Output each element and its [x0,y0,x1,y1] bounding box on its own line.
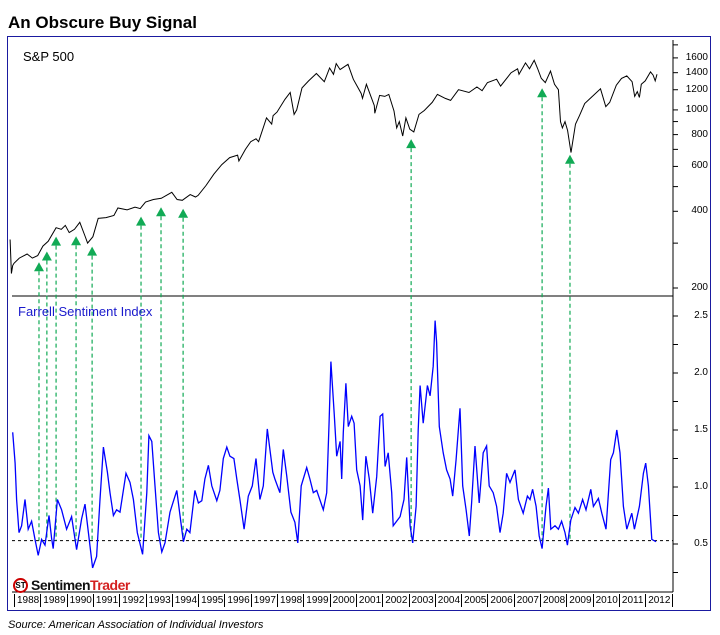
buy-signal-arrow-icon [537,88,548,98]
y-tick-label: 400 [691,205,708,217]
buy-signal-arrow-icon [87,246,98,256]
buy-signal-arrow-icon [406,139,417,149]
series-lines [9,59,658,569]
buy-signal-arrow-icon [178,208,189,218]
x-tick-label: 2007 [513,594,540,607]
x-tick-label: 2004 [434,594,461,607]
buy-signal-arrow-icon [156,207,167,217]
x-tick-label: 1999 [303,594,329,607]
y-tick-label: 200 [691,282,708,293]
x-tick-label: 1990 [66,594,93,607]
source-note: Source: American Association of Individu… [8,619,264,631]
x-tick-label: 2001 [355,594,382,607]
y-tick-label: 1.5 [694,424,708,435]
x-tick-label: 2002 [382,594,408,607]
x-tick-label: 1997 [250,594,277,607]
x-tick-label: 2010 [592,594,619,607]
buy-signal-arrow-icon [51,236,62,246]
y-tick-label: 2.5 [694,310,708,321]
x-tick-label: 2003 [408,594,435,607]
y-tick-label: 1400 [685,66,708,78]
y-tick-label: 1200 [685,83,708,95]
buy-signal-arrow-icon [136,216,147,226]
x-tick-label: 2000 [329,594,356,607]
axes [12,40,678,593]
sp500-line [9,59,658,274]
x-tick-label: 1994 [171,594,198,607]
sp500-panel-label: S&P 500 [23,49,75,64]
y-tick-label: 600 [691,160,708,172]
signal-lines [33,88,575,541]
x-tick-label: 1996 [224,594,250,607]
x-tick-label: 1998 [277,594,303,607]
x-tick-label: 2009 [566,594,592,607]
x-tick-label: 2012 [645,594,671,607]
logo-mark-icon: ST [13,577,28,593]
x-tick-label: 1995 [198,594,224,607]
x-axis-years: 1988 1989 1990 1991 1992 1993 1994 1995 1996 1997… [12,594,673,608]
y-tick-label: 0.5 [694,538,708,549]
farrell-panel-label: Farrell Sentiment Index [18,304,153,319]
buy-signal-arrow-icon [71,236,82,246]
x-tick-label: 1992 [119,594,145,607]
logo-text-part1: Sentimen [31,577,91,593]
logo-text-part2: Trader [90,577,130,593]
y-tick-label: 2.0 [694,367,708,378]
buy-signal-arrow-icon [41,251,52,261]
x-tick-label: 2006 [487,594,513,607]
x-tick-label: 2005 [461,594,487,607]
x-tick-label: 1991 [92,594,119,607]
y-tick-label: 1.0 [694,481,708,492]
x-tick-label: 2011 [618,594,645,607]
x-tick-label: 1989 [40,594,66,607]
x-tick-label: 2013 [671,594,674,607]
sentimentrader-logo: ST Sentimen Trader [13,576,130,594]
farrell-sentiment-line [12,320,657,569]
buy-signal-arrow-icon [564,154,575,164]
y-tick-label: 1000 [685,103,708,115]
chart-title: An Obscure Buy Signal [8,13,197,32]
y-tick-label: 1600 [685,51,708,63]
buy-signal-arrow-icon [33,262,44,272]
x-tick-label: 1993 [145,594,172,607]
chart-frame [7,36,711,611]
x-tick-label: 2008 [540,594,566,607]
y-tick-label: 800 [691,128,708,140]
x-tick-label: 1988 [14,594,40,607]
